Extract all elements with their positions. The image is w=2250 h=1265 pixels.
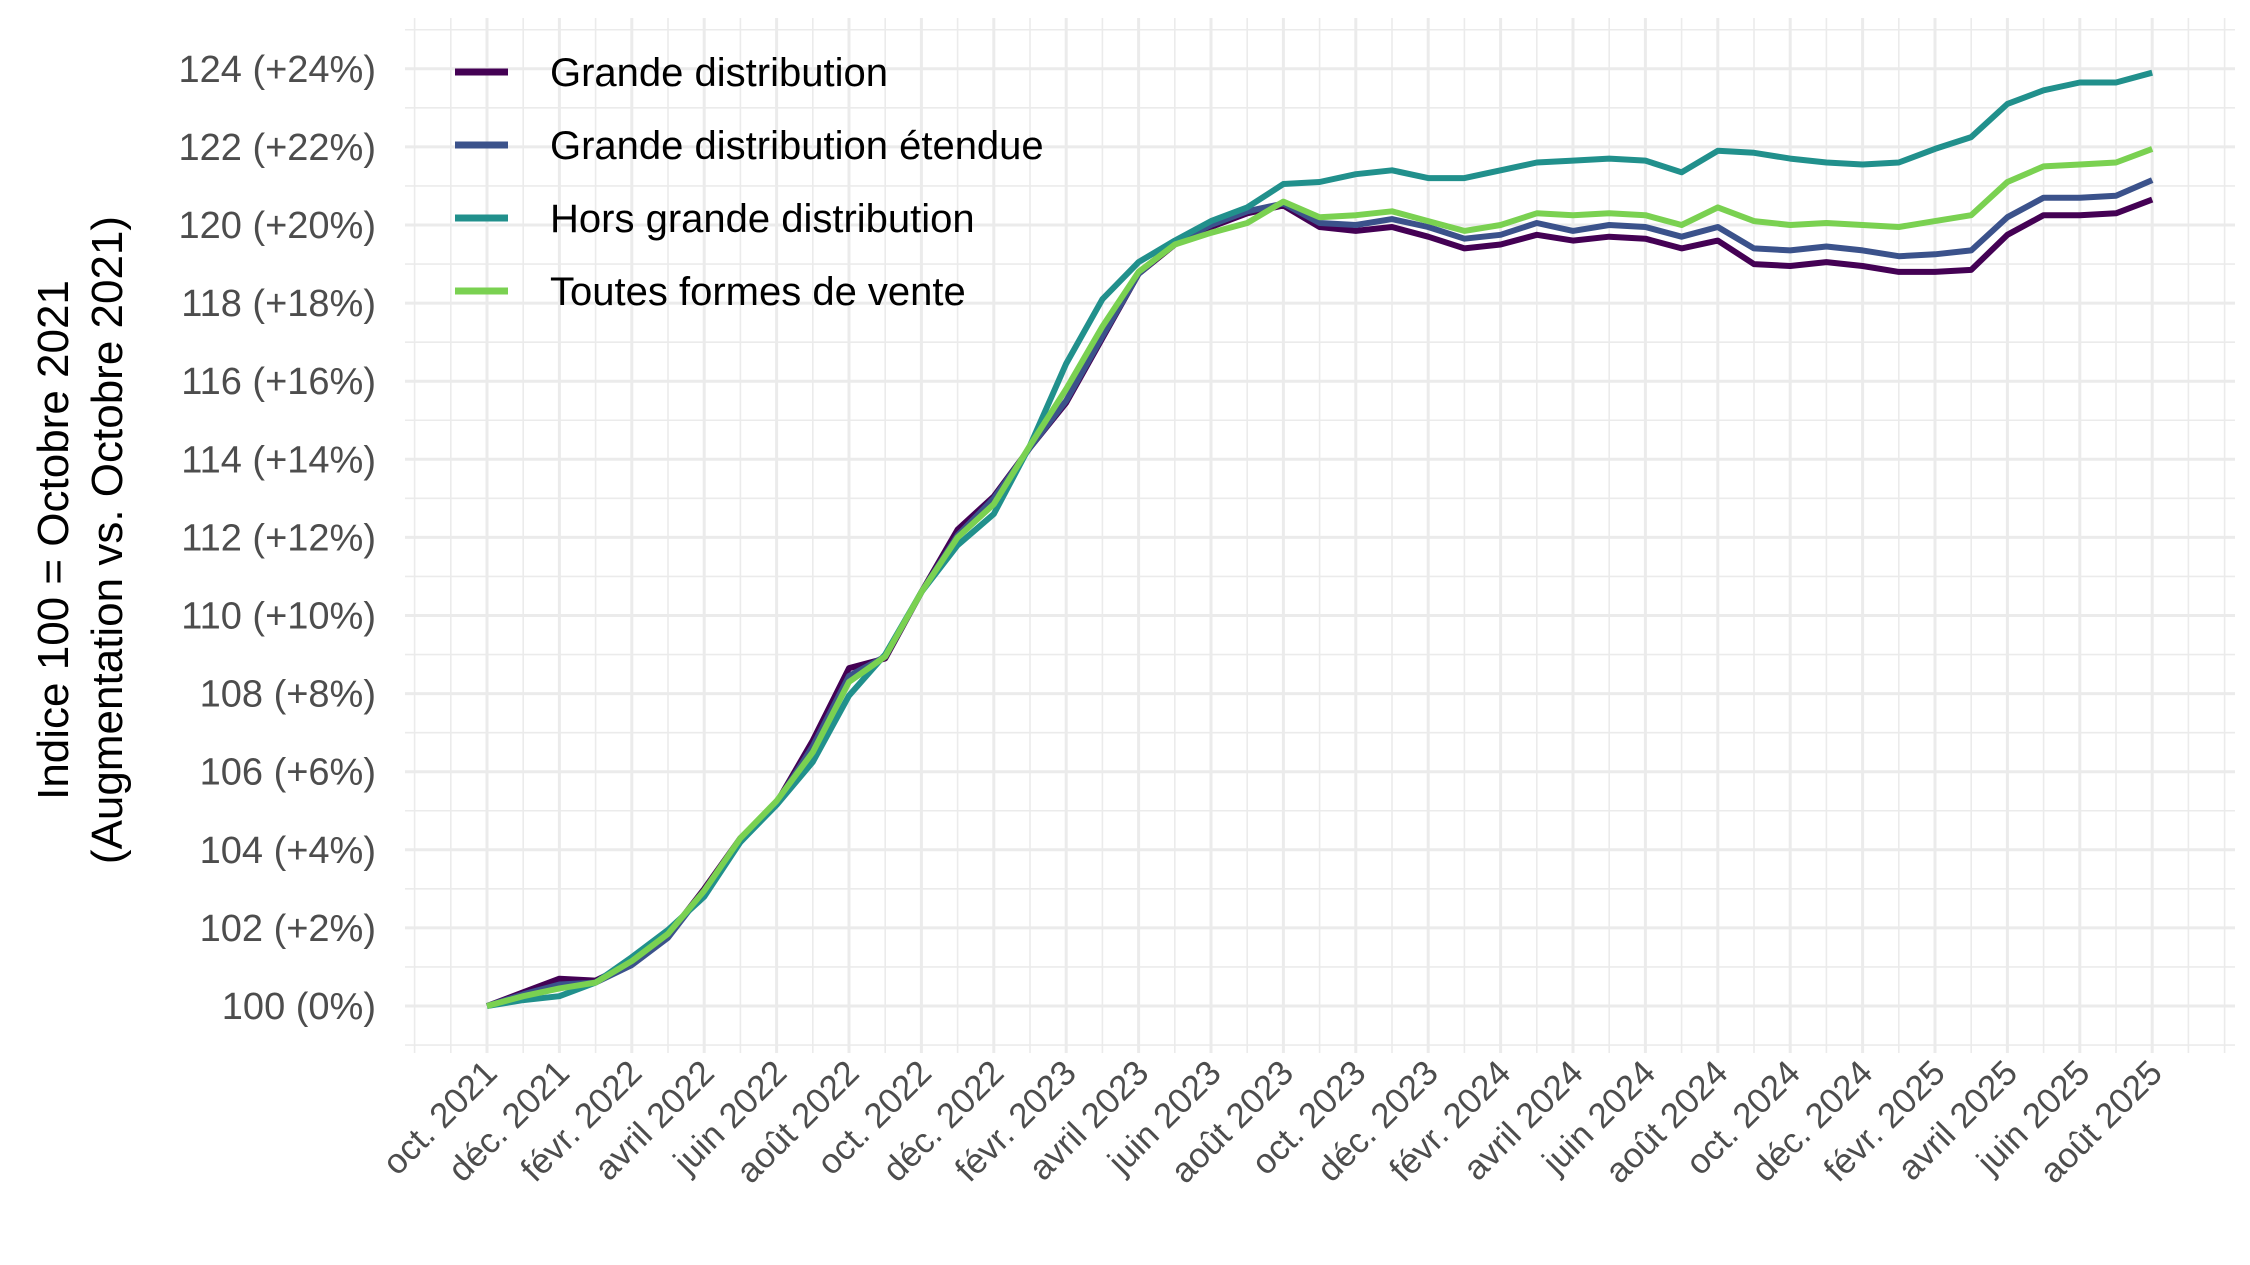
series-line [486, 146, 2154, 1009]
y-tick-label: 110 (+10%) [181, 596, 376, 638]
y-tick-label: 114 (+14%) [181, 439, 376, 481]
y-tick-label: 122 (+22%) [178, 127, 376, 169]
y-tick-label: 106 (+6%) [200, 752, 376, 794]
legend-label: Grande distribution [550, 51, 888, 95]
y-tick-label: 118 (+18%) [181, 283, 376, 325]
legend: Grande distribution Grande distribution é… [455, 51, 1044, 314]
grid-lines [405, 18, 2235, 1053]
y-tick-label: 108 (+8%) [200, 674, 376, 716]
y-tick-label: 124 (+24%) [178, 49, 376, 91]
y-tick-label: 100 (0%) [222, 986, 376, 1028]
y-tick-label: 104 (+4%) [200, 830, 376, 872]
legend-label: Grande distribution étendue [550, 124, 1044, 168]
legend-label: Hors grande distribution [550, 197, 975, 241]
y-axis-label-line2: (Augmentation vs. Octobre 2021) [83, 216, 132, 864]
y-tick-label: 116 (+16%) [181, 361, 376, 403]
y-axis-title: Indice 100 = Octobre 2021 (Augmentation … [29, 216, 132, 864]
legend-label: Toutes formes de vente [550, 270, 966, 314]
y-tick-label: 102 (+2%) [200, 908, 376, 950]
y-axis-label-line1: Indice 100 = Octobre 2021 [29, 280, 78, 800]
y-axis-ticks: 100 (0%) 102 (+2%) 104 (+4%) 106 (+6%) 108 (… [178, 49, 376, 1028]
series-lines [485, 69, 2154, 1009]
y-tick-label: 120 (+20%) [178, 205, 376, 247]
y-tick-label: 112 (+12%) [181, 517, 376, 559]
